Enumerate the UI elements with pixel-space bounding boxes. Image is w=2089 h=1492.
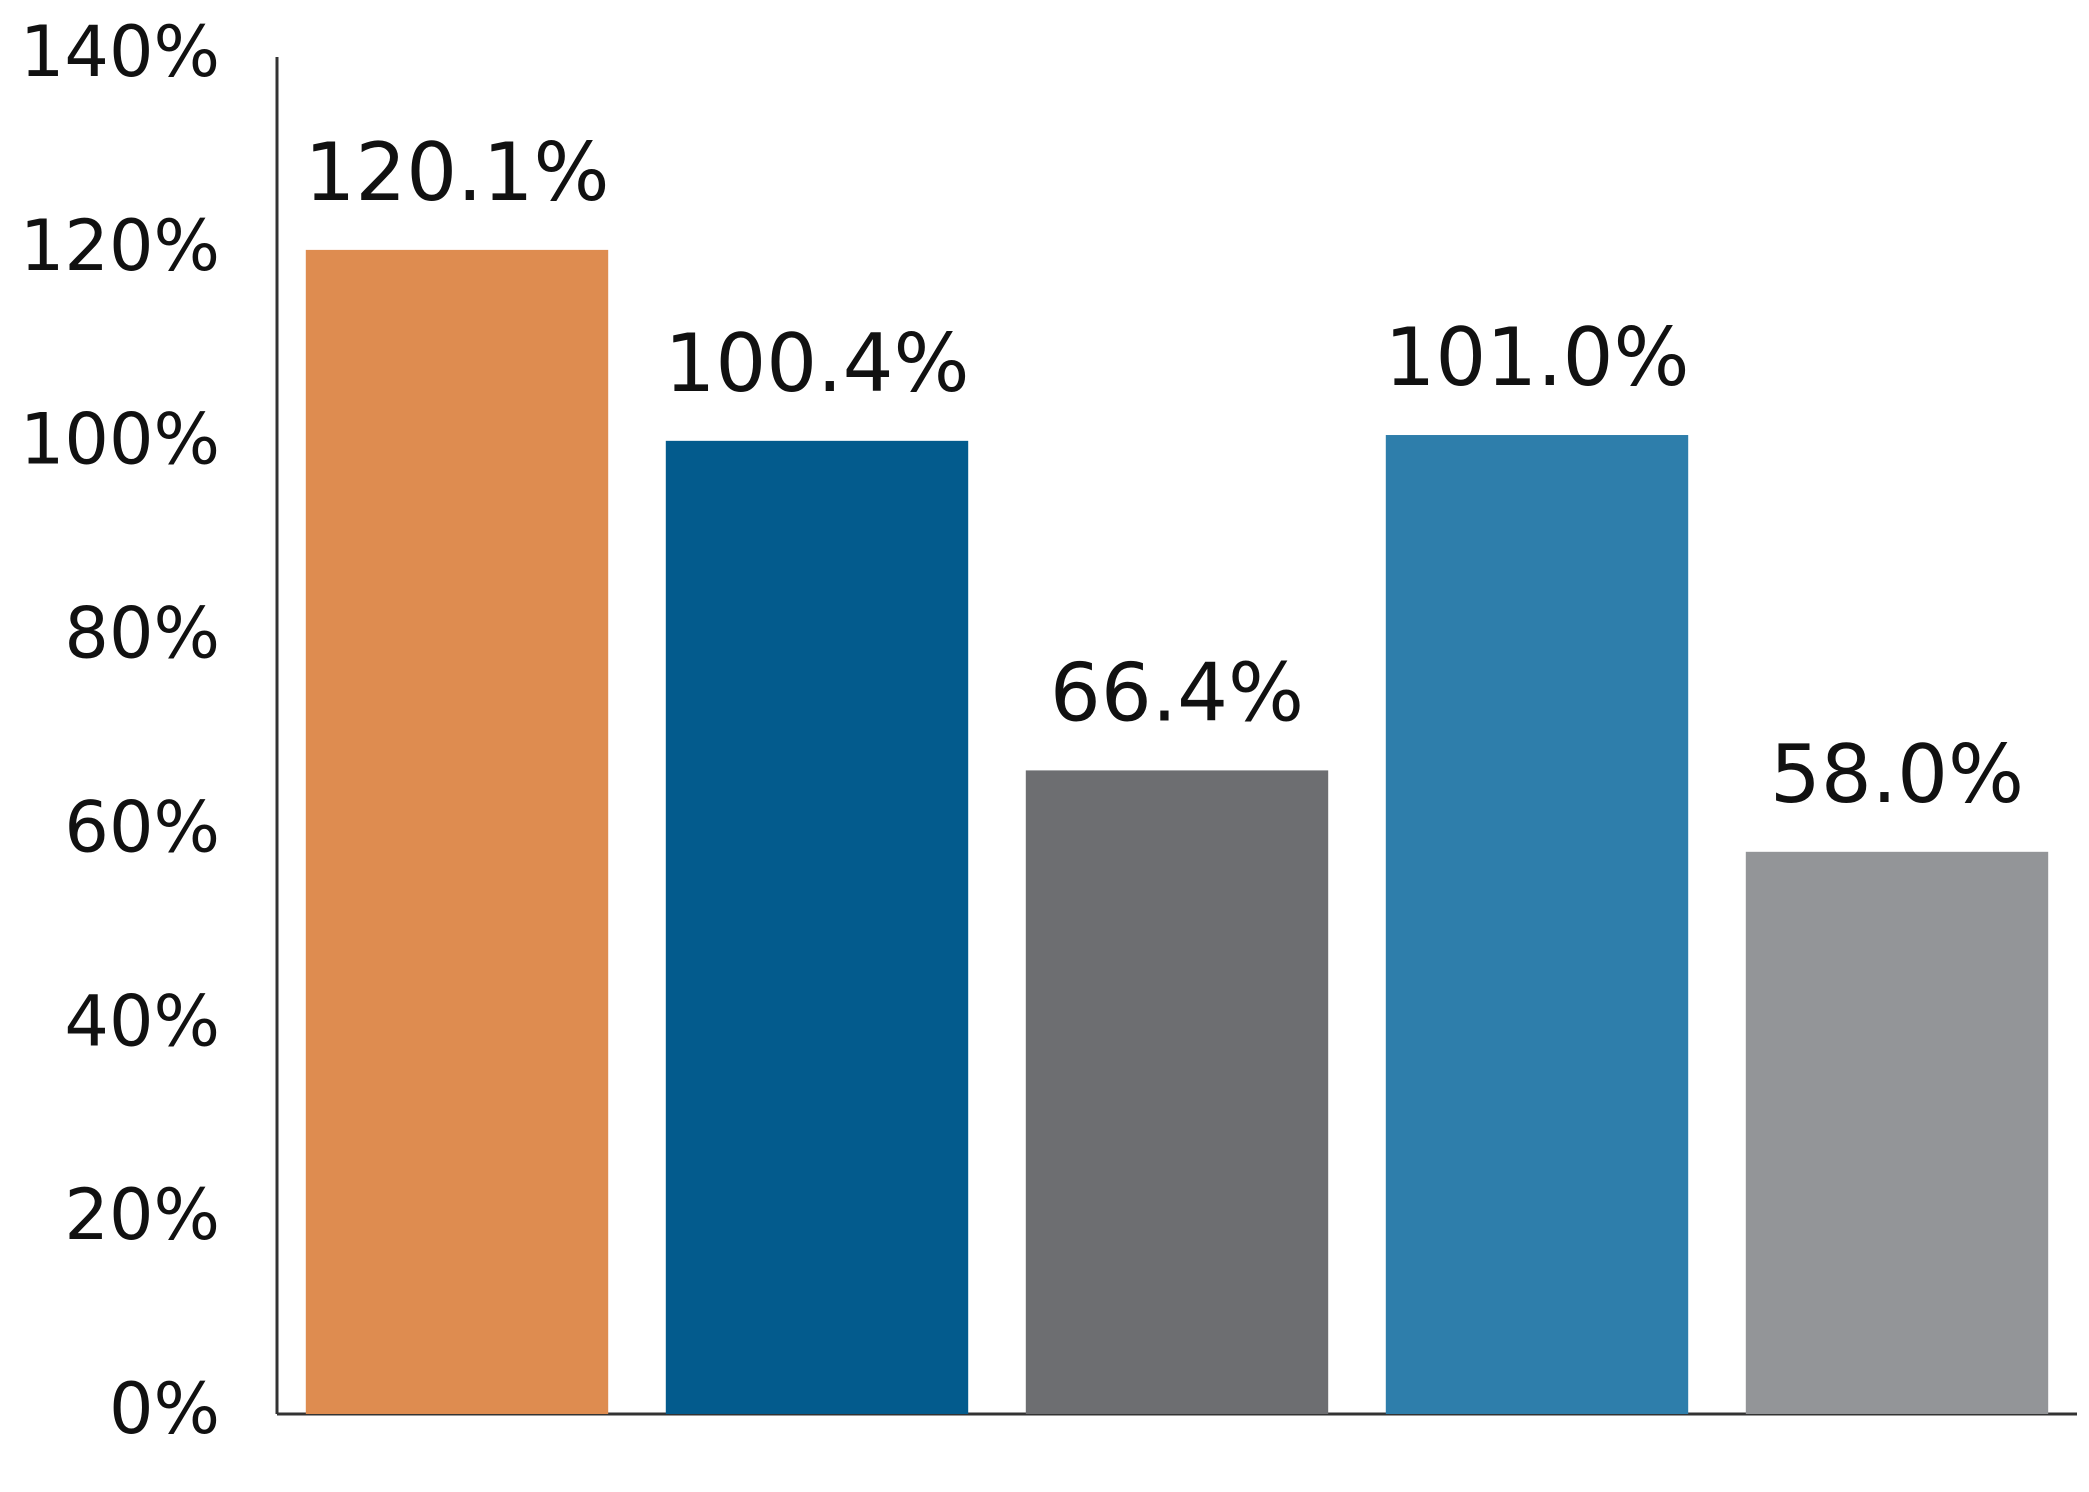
value-label: 120.1%: [304, 126, 609, 219]
y-tick-label: 40%: [64, 980, 220, 1062]
bar: [305, 249, 609, 1415]
y-tick-label: 80%: [64, 593, 220, 675]
value-label: 66.4%: [1050, 646, 1304, 739]
value-label: 58.0%: [1770, 728, 2024, 821]
y-tick-label: 120%: [20, 205, 220, 287]
bar: [1025, 770, 1329, 1414]
value-label: 100.4%: [664, 317, 969, 410]
bar: [1385, 435, 1689, 1414]
value-label: 101.0%: [1384, 311, 1689, 404]
y-tick-label: 100%: [20, 399, 220, 481]
y-tick-label: 0%: [109, 1368, 220, 1450]
y-tick-label: 20%: [64, 1174, 220, 1256]
y-tick-label: 140%: [20, 11, 220, 93]
y-tick-label: 60%: [64, 786, 220, 868]
bar: [665, 440, 969, 1414]
bar: [1745, 851, 2049, 1414]
